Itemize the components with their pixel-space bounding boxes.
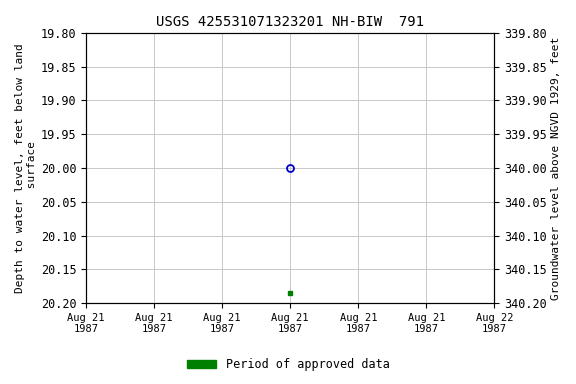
Y-axis label: Groundwater level above NGVD 1929, feet: Groundwater level above NGVD 1929, feet bbox=[551, 36, 561, 300]
Title: USGS 425531071323201 NH-BIW  791: USGS 425531071323201 NH-BIW 791 bbox=[156, 15, 425, 29]
Y-axis label: Depth to water level, feet below land
 surface: Depth to water level, feet below land su… bbox=[15, 43, 37, 293]
Legend: Period of approved data: Period of approved data bbox=[182, 354, 394, 376]
